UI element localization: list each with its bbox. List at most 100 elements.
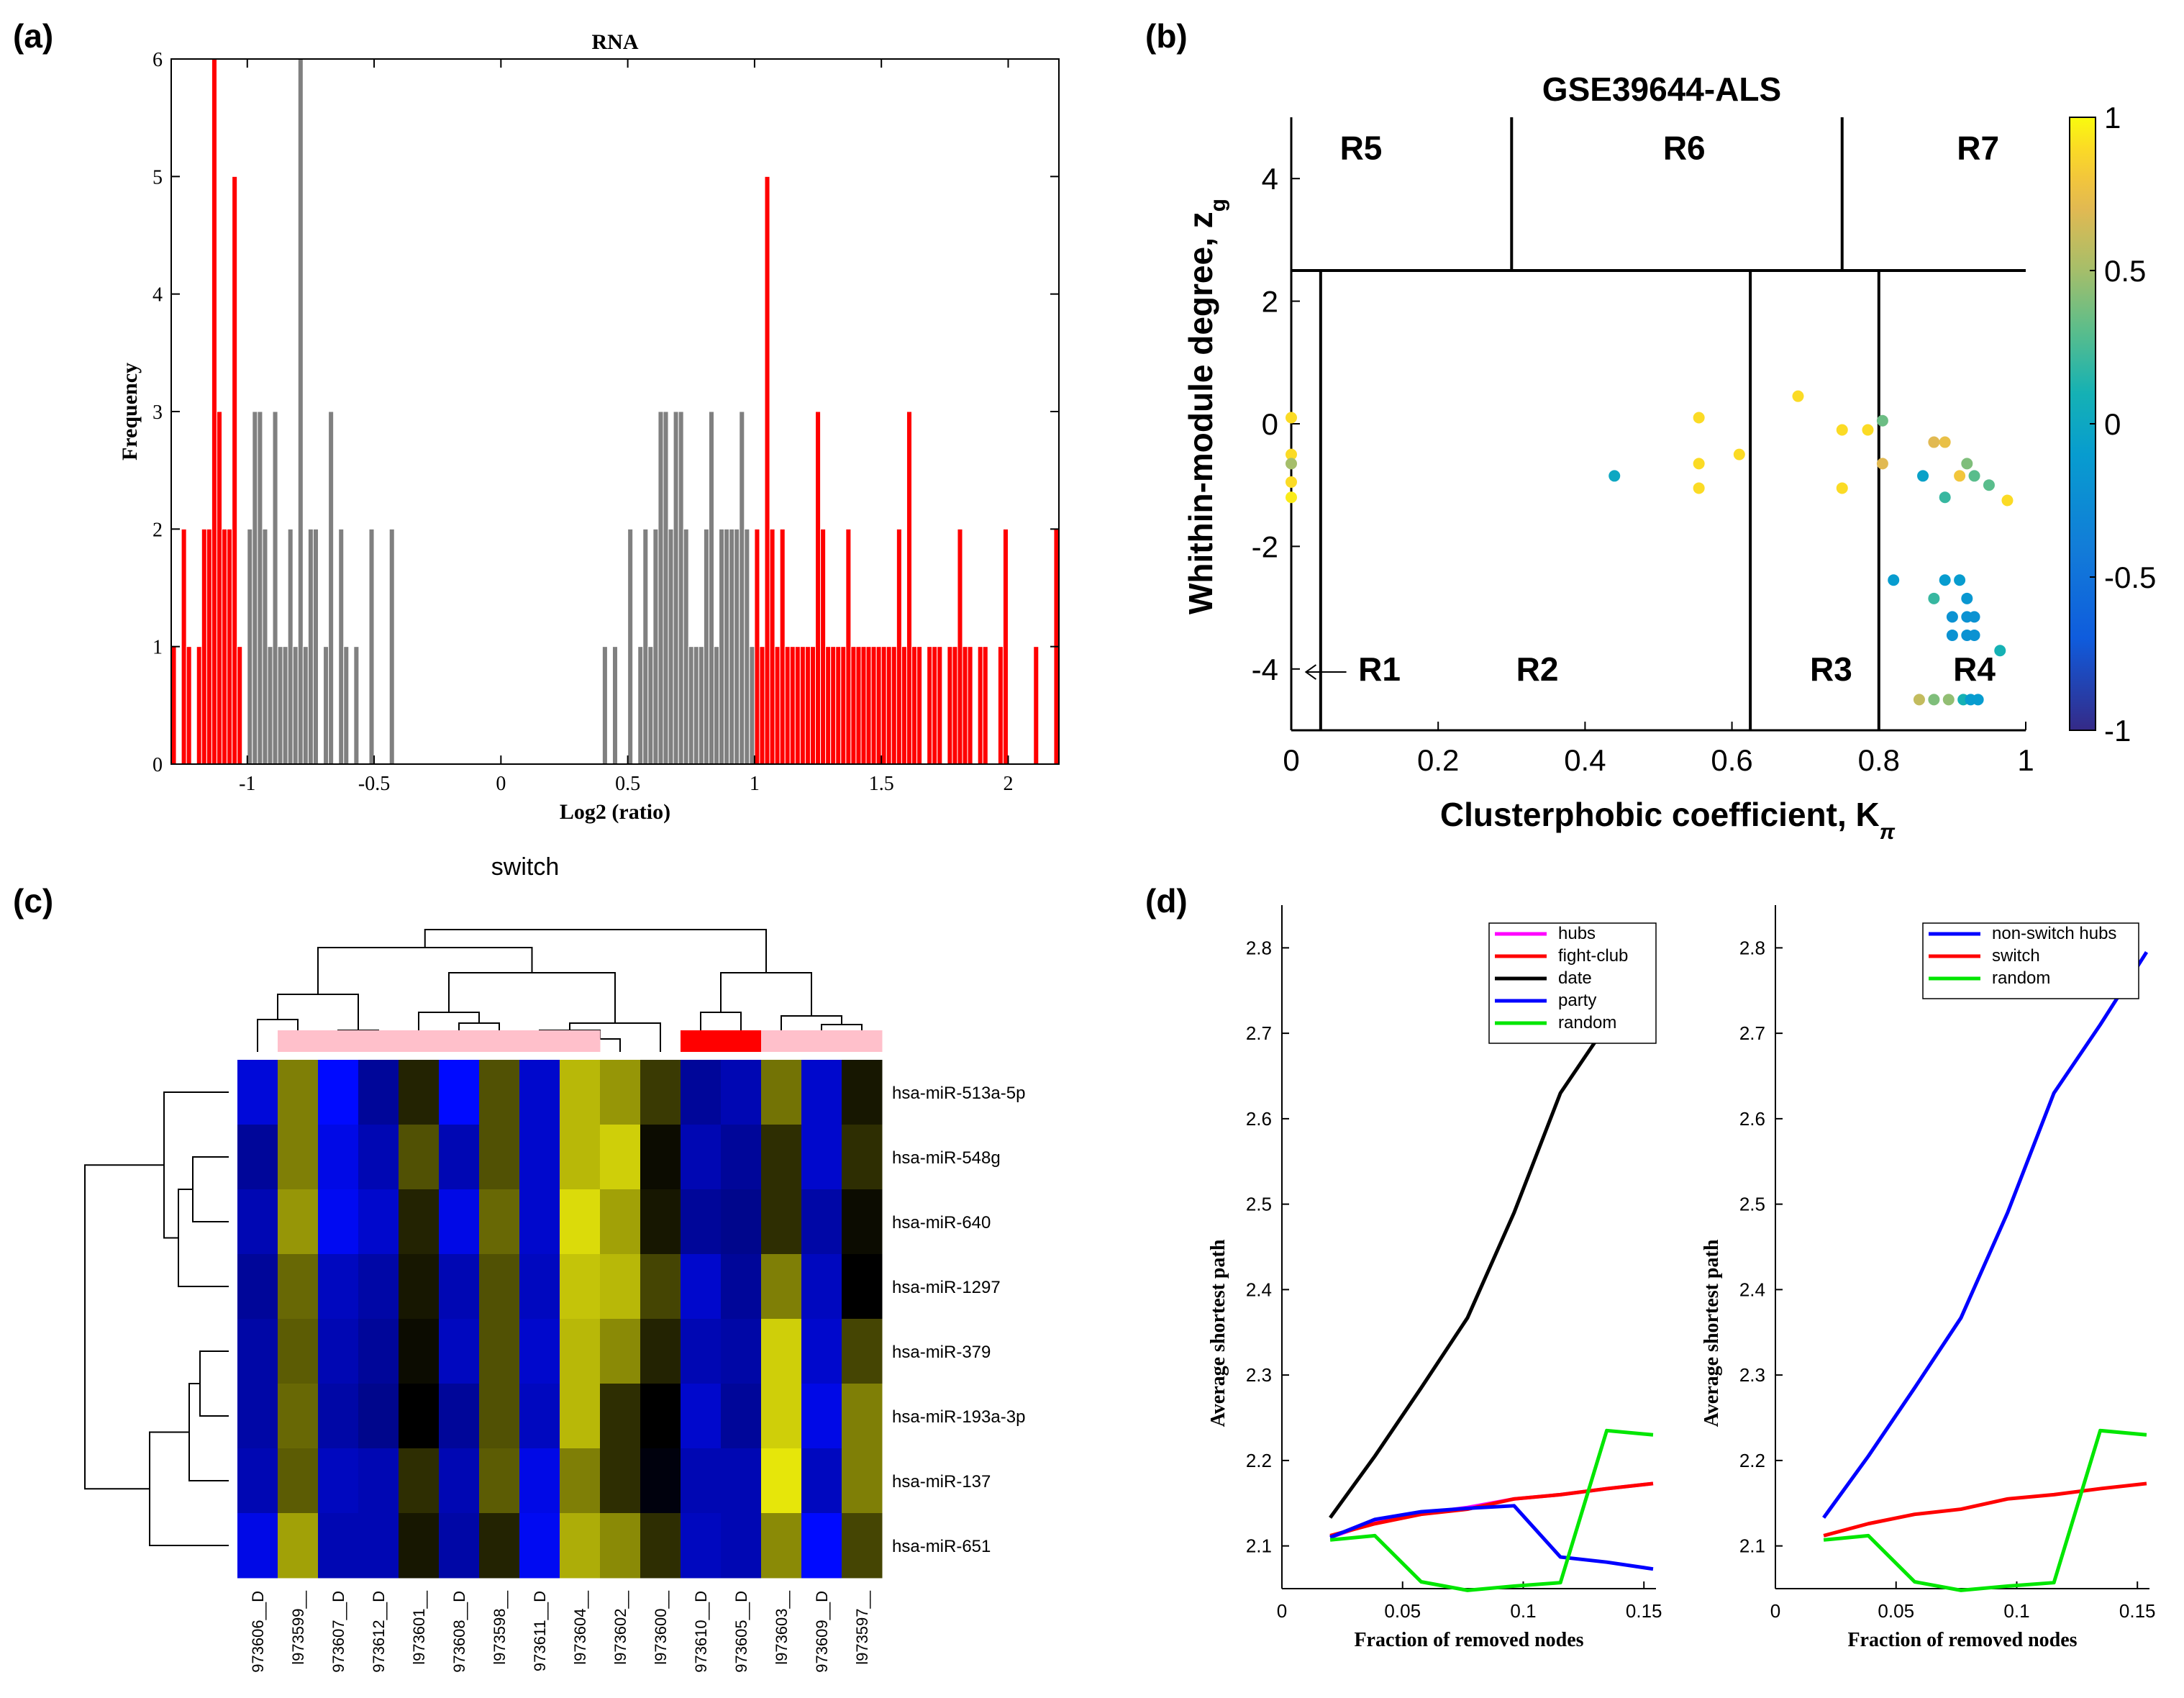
heatmap-column-label: 973610__D: [692, 1591, 710, 1673]
hist-bar: [749, 646, 755, 765]
heatmap-cell: [640, 1319, 681, 1384]
heatmap-cell: [237, 1189, 278, 1255]
heatmap-cell: [681, 1513, 722, 1579]
line-xlabel: Fraction of removed nodes: [1847, 1629, 2077, 1651]
line-xtick-label: 0.15: [1626, 1600, 1662, 1622]
scatter-point: [1994, 645, 2006, 657]
hist-bar: [282, 646, 288, 765]
heatmap-cell: [237, 1448, 278, 1514]
hist-bar: [794, 646, 801, 765]
heatmap-cell: [842, 1513, 883, 1579]
robustness-chart-right: 0 0.05 0.1 0.15 2.1 2.2 2.3 2.4 2.5 2.6 2.7 2.8 Frac…: [1701, 905, 2156, 1651]
heatmap-cell: [318, 1448, 359, 1514]
heatmap-cell: [842, 1448, 883, 1514]
heatmap-cell: [600, 1448, 641, 1514]
scatter-point: [1942, 694, 1955, 706]
hist-bar: [886, 646, 892, 765]
panel-label-a: (a): [13, 17, 53, 55]
heatmap-column-label: l973601__: [410, 1590, 428, 1665]
legend-label: switch: [1992, 946, 2040, 966]
heatmap-cell: [801, 1254, 842, 1320]
hist-bar: [891, 646, 897, 765]
colorbar-tick-label: -0.5: [2104, 560, 2156, 594]
heatmap-cell: [681, 1254, 722, 1320]
heatmap-cell: [399, 1060, 440, 1125]
heatmap-cell: [318, 1513, 359, 1579]
group-color-cell: [399, 1030, 440, 1052]
scatter-point: [1876, 458, 1888, 470]
heatmap-cell: [560, 1448, 601, 1514]
hist-bar: [232, 176, 238, 765]
hist-bar: [835, 646, 842, 765]
hist-bar: [237, 646, 243, 765]
heatmap-cell: [721, 1513, 762, 1579]
heatmap-cell: [761, 1254, 802, 1320]
heatmap-cell: [600, 1189, 641, 1255]
line-ytick-label: 2.6: [1739, 1108, 1765, 1130]
legend-label: party: [1558, 991, 1596, 1010]
hist-bar: [227, 528, 233, 765]
hist-bar: [896, 528, 902, 765]
hist-xlabel: Log2 (ratio): [560, 800, 670, 824]
hist-bar: [703, 528, 709, 765]
line-ytick-label: 2.2: [1739, 1450, 1765, 1471]
colorbar-tick-label: 0.5: [2104, 254, 2146, 288]
heatmap-cell: [358, 1060, 399, 1125]
heatmap-column-label: 973607__D: [329, 1591, 347, 1673]
hist-bar: [729, 528, 735, 765]
heatmap-cell: [600, 1060, 641, 1125]
heatmap-cell: [519, 1254, 560, 1320]
heatmap-cell: [640, 1384, 681, 1449]
heatmap-cell: [801, 1319, 842, 1384]
scatter-point: [1954, 470, 1966, 482]
scatter-point: [1286, 412, 1297, 424]
heatmap-cell: [519, 1448, 560, 1514]
hist-bar: [870, 646, 877, 765]
colorbar-tick-label: 0: [2104, 407, 2121, 441]
heatmap-cell: [842, 1254, 883, 1320]
hist-bar: [901, 646, 907, 765]
scatter-ytick-label: -2: [1252, 530, 1278, 563]
hist-bar: [292, 646, 299, 765]
heatmap-cell: [560, 1254, 601, 1320]
scatter-point: [1693, 458, 1705, 470]
hist-bar: [825, 646, 832, 765]
heatmap-column-label: 973606__D: [249, 1591, 267, 1673]
scatter-point: [1954, 574, 1966, 586]
dendrogram-branch: [163, 1091, 229, 1239]
line-series: [1823, 1481, 2147, 1538]
hist-bar: [952, 646, 958, 765]
region-label: R1: [1358, 650, 1401, 688]
hist-bar: [947, 646, 953, 765]
heatmap-cell: [761, 1513, 802, 1579]
heatmap-cell: [479, 1448, 520, 1514]
hist-bar: [809, 646, 816, 765]
region-label: R4: [1953, 650, 1996, 688]
scatter-xtick-label: 0: [1283, 743, 1299, 777]
scatter-point: [1961, 458, 1973, 470]
line-ylabel: Average shortest path: [1701, 1239, 1723, 1427]
hist-bar: [779, 528, 786, 765]
hist-bar: [719, 528, 725, 765]
scatter-point: [1913, 694, 1925, 706]
heatmap-cell: [318, 1060, 359, 1125]
group-color-cell: [681, 1030, 722, 1052]
heatmap-cell: [761, 1319, 802, 1384]
hist-bar: [368, 528, 375, 765]
line-ytick-label: 2.6: [1246, 1108, 1272, 1130]
hist-bar: [982, 646, 988, 765]
heatmap-cell: [318, 1319, 359, 1384]
hist-bar: [186, 646, 192, 765]
hist-bar: [693, 646, 699, 765]
hist-bar: [272, 411, 278, 765]
hist-bar: [881, 646, 887, 765]
heatmap-cell: [237, 1125, 278, 1190]
heatmap-cell: [278, 1189, 319, 1255]
hist-bar: [196, 646, 202, 765]
heatmap-row-label: hsa-miR-640: [892, 1213, 991, 1232]
robustness-chart-left: 0 0.05 0.1 0.15 2.1 2.2 2.3 2.4 2.5 2.6 2.7 2.8 Frac…: [1207, 905, 1662, 1651]
heatmap-cell: [560, 1384, 601, 1449]
r1-arrow-head: [1304, 664, 1317, 680]
scatter-axes: 0 0.2 0.4 0.6 0.8 1 -4 -2 0 2 4: [1252, 117, 2034, 777]
